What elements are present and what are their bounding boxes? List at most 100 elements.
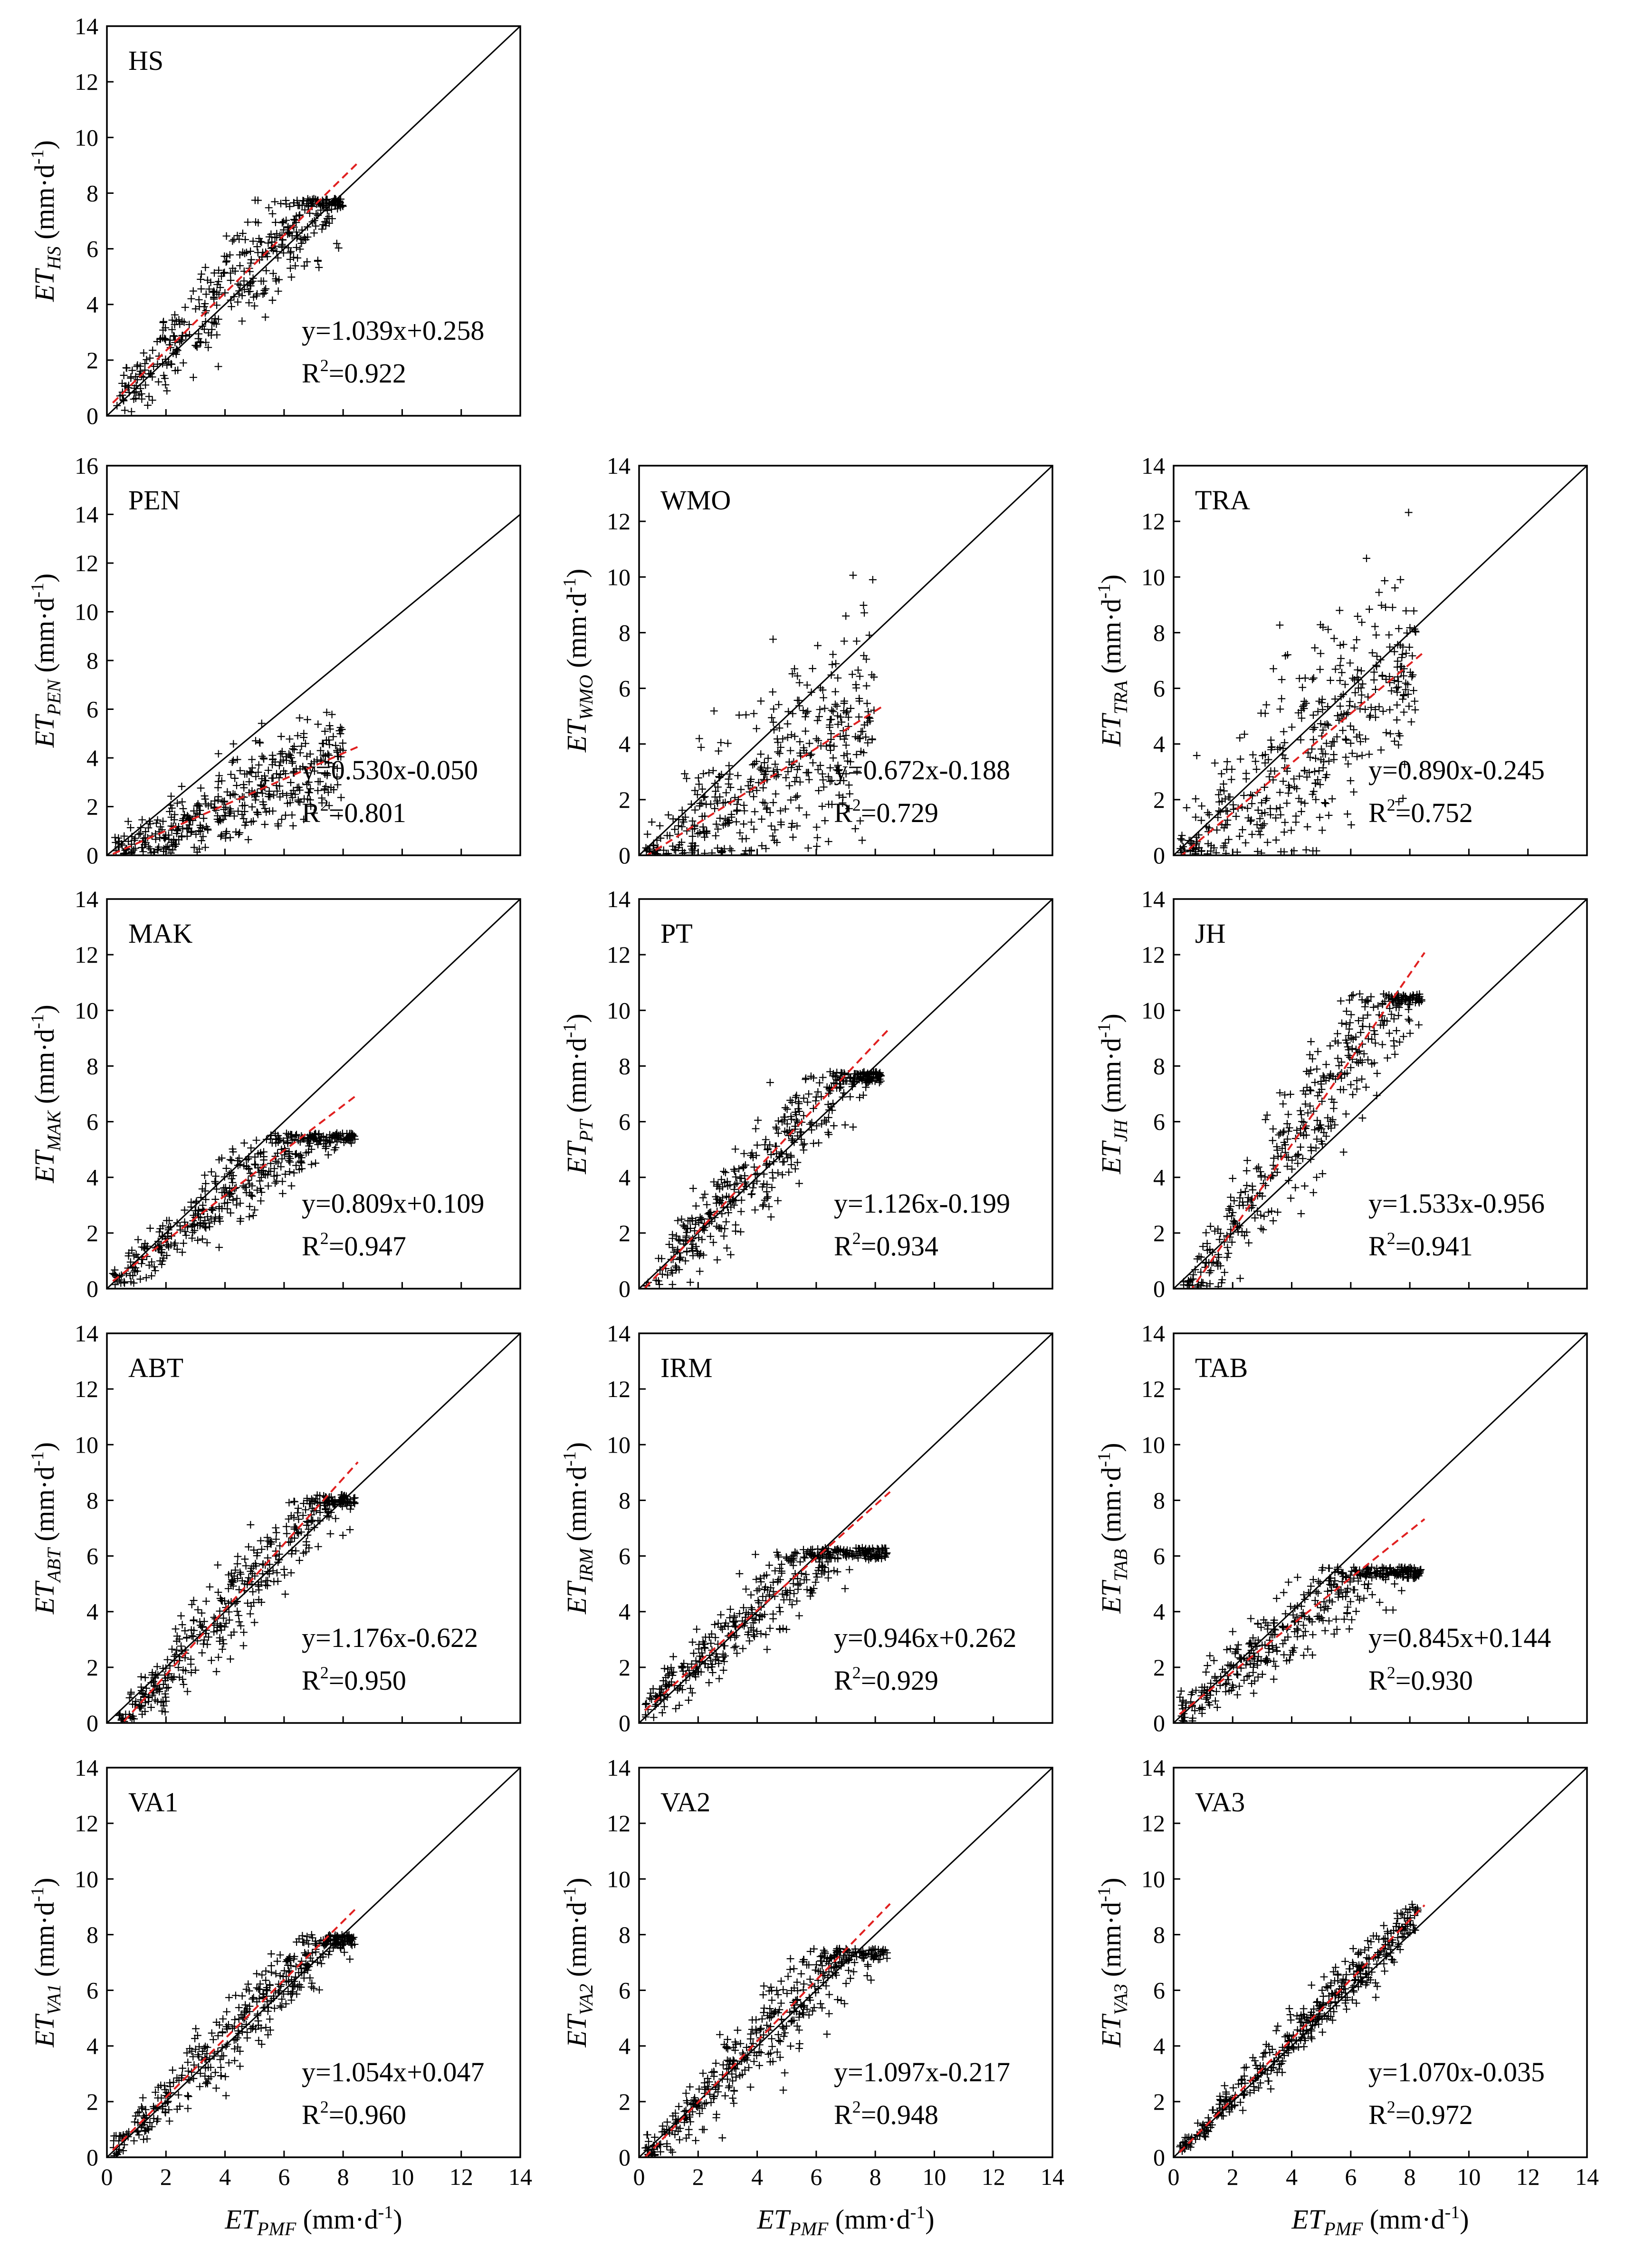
x-axis-title: ETPMF (mm·d-1) <box>224 2202 402 2239</box>
plot-frame <box>1173 898 1588 1290</box>
y-tick-label: 6 <box>86 236 98 262</box>
panel-title: VA2 <box>660 1787 710 1818</box>
plot-frame <box>106 465 521 856</box>
y-tick-label: 0 <box>619 842 631 869</box>
y-tick-label: 12 <box>1141 508 1165 535</box>
x-tick-label: 6 <box>278 2163 290 2190</box>
plot-frame <box>638 898 1053 1290</box>
y-tick-label: 10 <box>75 1866 98 1892</box>
one-to-one-line <box>639 899 1052 1289</box>
plot-frame <box>638 1767 1053 2158</box>
plot-frame <box>106 898 521 1290</box>
y-tick-label: 0 <box>1153 2144 1165 2171</box>
r-squared: R2=0.930 <box>1368 1663 1473 1696</box>
regression-equation: y=1.176x-0.622 <box>302 1622 478 1653</box>
y-tick-label: 10 <box>75 599 98 625</box>
point-cloud <box>1176 508 1420 855</box>
x-tick-label: 12 <box>1516 2163 1540 2190</box>
panel-title: TAB <box>1195 1352 1248 1383</box>
r-squared: R2=0.801 <box>302 795 406 828</box>
y-tick-label: 12 <box>75 941 98 968</box>
y-tick-label: 4 <box>86 1164 98 1191</box>
y-tick-label: 14 <box>607 452 631 479</box>
data-points <box>109 1129 359 1289</box>
y-tick-label: 6 <box>1153 1977 1165 2004</box>
regression-equation: y=1.070x-0.035 <box>1368 2057 1545 2087</box>
y-tick-label: 6 <box>1153 675 1165 702</box>
y-tick-label: 12 <box>607 508 631 535</box>
y-axis-title: ETHS (mm·d-1) <box>28 140 65 302</box>
x-tick-label: 10 <box>1457 2163 1481 2190</box>
y-tick-label: 0 <box>86 842 98 869</box>
panel-title: TRA <box>1195 485 1250 516</box>
data-points <box>641 1944 891 2157</box>
x-tick-label: 8 <box>1404 2163 1416 2190</box>
y-tick-label: 0 <box>86 1710 98 1736</box>
one-to-one-line <box>107 26 520 416</box>
y-tick-label: 10 <box>1141 564 1165 590</box>
y-axis-title: ETVA1 (mm·d-1) <box>28 1878 65 2048</box>
plot-frame <box>106 1332 521 1724</box>
y-tick-label: 4 <box>1153 1598 1165 1625</box>
r-squared: R2=0.922 <box>302 356 406 389</box>
x-axis-title: ETPMF (mm·d-1) <box>1291 2202 1469 2239</box>
r-squared: R2=0.729 <box>834 795 938 828</box>
point-cloud <box>113 195 347 416</box>
fit-line <box>112 1093 359 1282</box>
plot-frame <box>638 1332 1053 1724</box>
y-tick-label: 16 <box>75 452 98 479</box>
y-tick-label: 0 <box>86 402 98 429</box>
x-tick-label: 12 <box>982 2163 1005 2190</box>
fit-line <box>112 162 359 404</box>
y-tick-label: 2 <box>1153 1654 1165 1681</box>
y-tick-label: 6 <box>619 1543 631 1569</box>
y-tick-label: 8 <box>1153 619 1165 646</box>
y-tick-label: 10 <box>1141 1431 1165 1458</box>
y-tick-label: 2 <box>1153 2088 1165 2115</box>
y-tick-label: 14 <box>607 1754 631 1781</box>
panel-title: IRM <box>660 1352 713 1383</box>
y-tick-label: 6 <box>86 696 98 723</box>
y-tick-label: 10 <box>1141 997 1165 1024</box>
y-tick-label: 4 <box>86 2033 98 2059</box>
y-tick-label: 8 <box>619 619 631 646</box>
one-to-one-line <box>107 899 520 1289</box>
y-tick-label: 8 <box>619 1921 631 1948</box>
r-squared: R2=0.948 <box>834 2097 938 2130</box>
panel-wmo: 0 2 4 6 8 10 12 14 WMO y=0.672x-0.188 R2=0.729 ETWM… <box>560 452 1053 869</box>
x-tick-label: 4 <box>751 2163 763 2190</box>
y-tick-label: 12 <box>75 68 98 95</box>
x-tick-label: 4 <box>219 2163 231 2190</box>
y-tick-label: 14 <box>75 13 98 39</box>
y-tick-label: 2 <box>619 1220 631 1246</box>
y-tick-label: 6 <box>86 1109 98 1135</box>
regression-equation: y=0.809x+0.109 <box>302 1188 484 1219</box>
plot-frame <box>1173 1332 1588 1724</box>
y-tick-label: 0 <box>1153 1275 1165 1302</box>
y-tick-label: 12 <box>75 1810 98 1837</box>
panel-title: WMO <box>660 485 731 516</box>
y-tick-label: 10 <box>607 564 631 590</box>
y-tick-label: 2 <box>619 2088 631 2115</box>
y-tick-label: 8 <box>86 647 98 674</box>
y-tick-label: 10 <box>607 1866 631 1892</box>
panel-title: JH <box>1195 918 1225 949</box>
y-tick-label: 14 <box>607 1320 631 1347</box>
y-tick-label: 4 <box>86 745 98 771</box>
y-tick-label: 10 <box>75 124 98 151</box>
plot-frame <box>1173 465 1588 856</box>
regression-equation: y=1.039x+0.258 <box>302 315 484 346</box>
panel-abt: 0 2 4 6 8 10 12 14 ABT y=1.176x-0.622 R2=0.950 ETAB… <box>28 1320 521 1736</box>
panel-pen: 0 2 4 6 8 10 12 14 16 PEN y=0.530x-0.050 R2=0.801 ET… <box>28 452 521 869</box>
y-axis-title: ETPT (mm·d-1) <box>560 1014 597 1175</box>
one-to-one-line <box>1174 1768 1587 2157</box>
y-tick-label: 0 <box>1153 842 1165 869</box>
one-to-one-line <box>107 1333 520 1723</box>
x-tick-label: 6 <box>1345 2163 1357 2190</box>
regression-equation: y=0.845x+0.144 <box>1368 1622 1551 1653</box>
r-squared: R2=0.934 <box>834 1229 938 1262</box>
x-tick-label: 0 <box>101 2163 113 2190</box>
y-axis-title: ETTAB (mm·d-1) <box>1094 1443 1131 1614</box>
panel-hs: 0 2 4 6 8 10 12 14 HS y=1.039x+0.258 R2=0.922 ETHS … <box>28 13 521 429</box>
